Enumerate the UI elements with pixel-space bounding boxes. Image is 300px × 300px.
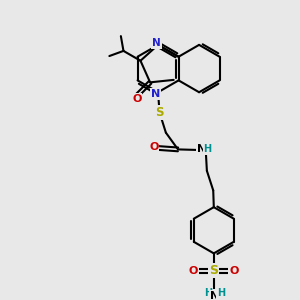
Text: H: H xyxy=(203,144,211,154)
Text: N: N xyxy=(197,144,207,154)
Text: H: H xyxy=(204,288,212,298)
Text: S: S xyxy=(209,264,218,277)
Text: O: O xyxy=(149,142,158,152)
Text: N: N xyxy=(152,38,161,48)
Text: H: H xyxy=(217,288,225,298)
Text: N: N xyxy=(210,290,219,300)
Text: N: N xyxy=(151,89,160,99)
Text: O: O xyxy=(229,266,239,276)
Text: O: O xyxy=(189,266,198,276)
Text: N: N xyxy=(152,38,161,48)
Text: O: O xyxy=(132,94,142,104)
Text: S: S xyxy=(155,106,164,119)
